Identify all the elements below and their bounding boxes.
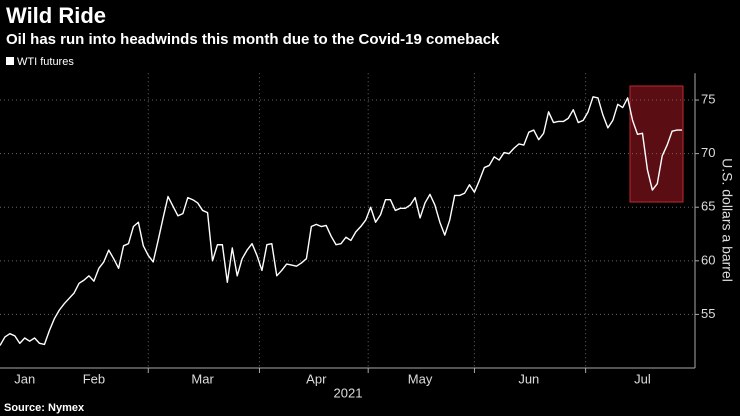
y-tick-label: 55 <box>701 306 715 321</box>
x-tick-label: Jun <box>518 371 539 386</box>
chart-title: Wild Ride <box>6 3 106 28</box>
price-line <box>0 96 682 346</box>
x-tick-label: Apr <box>306 371 327 386</box>
x-tick-label: May <box>408 371 433 386</box>
source: Source: Nymex <box>4 402 85 414</box>
x-tick-label: Jan <box>14 371 35 386</box>
x-tick-label: Feb <box>83 371 105 386</box>
x-axis-label: 2021 <box>334 385 363 400</box>
y-tick-label: 75 <box>701 91 715 106</box>
y-tick-label: 65 <box>701 199 715 214</box>
x-tick-label: Mar <box>191 371 214 386</box>
x-tick-label: Jul <box>634 371 651 386</box>
y-tick-label: 70 <box>701 145 715 160</box>
chart-subtitle: Oil has run into headwinds this month du… <box>6 31 500 48</box>
y-tick-label: 60 <box>701 252 715 267</box>
highlight-box <box>629 85 684 203</box>
y-axis-label: U.S. dollars a barrel <box>719 158 735 282</box>
legend-swatch <box>6 57 14 65</box>
legend-label: WTI futures <box>17 56 74 68</box>
